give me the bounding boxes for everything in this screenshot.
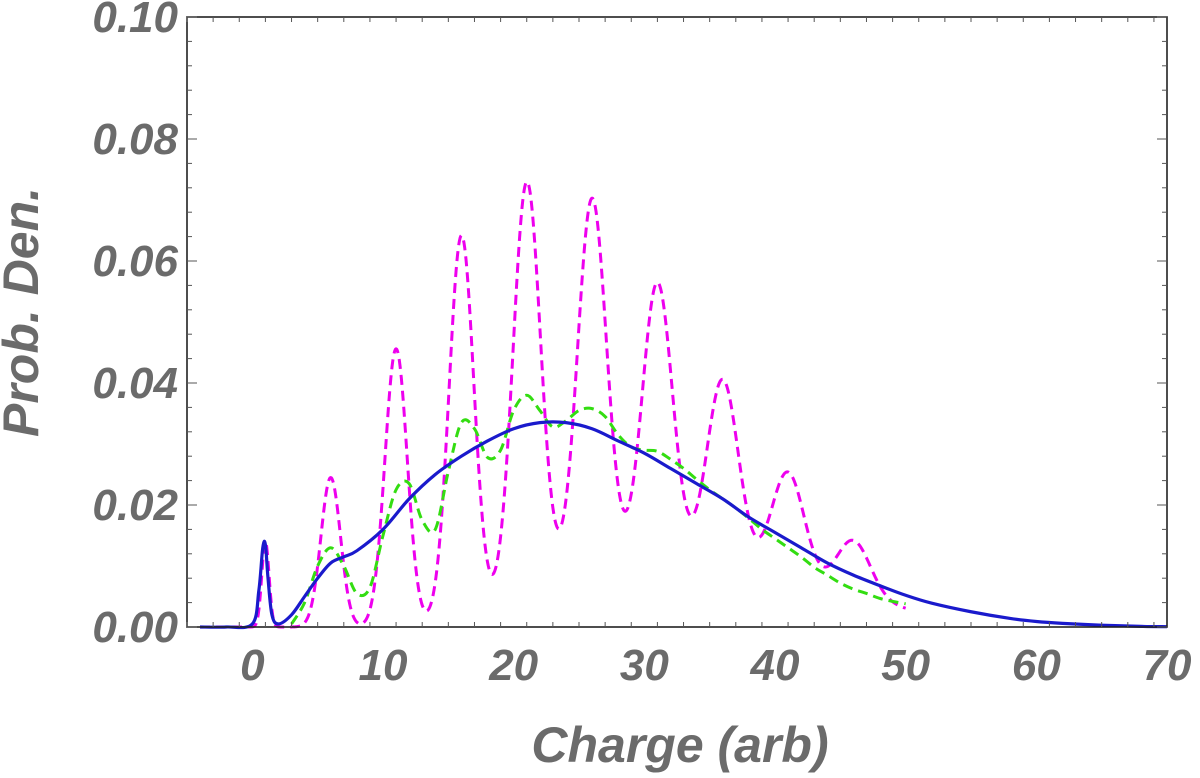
y-tick-label: 0.00 bbox=[92, 603, 178, 652]
x-tick-label: 60 bbox=[1012, 641, 1061, 690]
x-tick-label: 0 bbox=[240, 641, 265, 690]
y-tick-label: 0.06 bbox=[92, 237, 178, 286]
y-tick-label: 0.08 bbox=[92, 115, 178, 164]
x-tick-label: 40 bbox=[750, 641, 800, 690]
y-tick-label: 0.02 bbox=[92, 481, 178, 530]
series-line-1 bbox=[290, 393, 906, 625]
y-tick-label: 0.04 bbox=[92, 359, 178, 408]
x-tick-label: 10 bbox=[359, 641, 408, 690]
x-tick-label: 70 bbox=[1143, 641, 1192, 690]
x-tick-label: 50 bbox=[881, 641, 930, 690]
axis-tick-labels: 0 10 20 30 40 50 60 70 0.00 0.02 0.04 0.06 0.08 0.10 bbox=[92, 0, 1192, 690]
plot-frame bbox=[186, 16, 1168, 628]
x-axis-label: Charge (arb) bbox=[531, 717, 828, 773]
axis-ticks bbox=[186, 16, 1167, 628]
series-line-0 bbox=[200, 420, 1168, 630]
x-tick-label: 20 bbox=[488, 641, 538, 690]
plot-lines bbox=[199, 180, 1168, 630]
x-tick-label: 30 bbox=[620, 641, 669, 690]
y-tick-label: 0.10 bbox=[92, 0, 178, 42]
series-line-2 bbox=[199, 180, 907, 629]
y-axis-label: Prob. Den. bbox=[0, 187, 49, 437]
